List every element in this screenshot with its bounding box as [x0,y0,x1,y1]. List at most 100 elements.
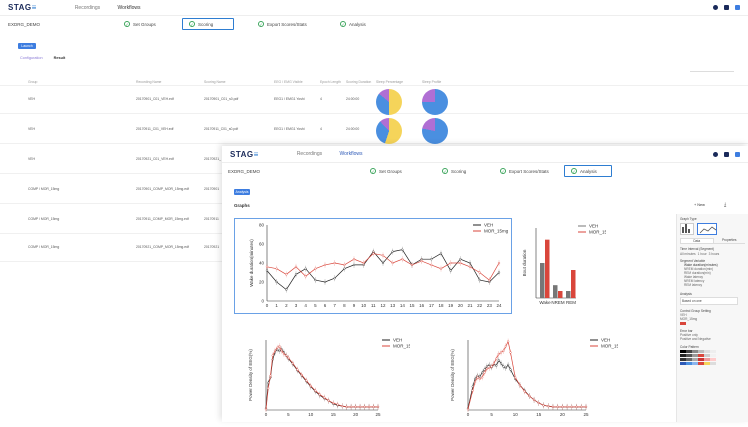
palette-swatch[interactable] [692,362,698,365]
step-scoring[interactable]: ✓ Scoring [436,166,472,176]
user-icon[interactable] [735,151,740,157]
step-label: Export Scores/Stats [509,168,549,174]
palette-swatch[interactable] [692,354,698,357]
nav-workflows[interactable]: Workflows [339,151,363,157]
step-analysis[interactable]: ✓ Analysis [334,19,372,29]
table-row[interactable]: VEH 20170901_C01_VEH.edf 20170901_C01_s0.p… [0,85,748,114]
palette-swatch[interactable] [698,354,704,357]
palette-swatch[interactable] [680,362,686,365]
tab-configuration[interactable]: Configuration [20,56,43,60]
palette-swatch[interactable] [680,350,686,353]
palette-swatch[interactable] [698,350,704,353]
step-export[interactable]: ✓ Export Scores/Stats [494,166,555,176]
palette-row[interactable] [680,358,745,361]
nav-workflows[interactable]: Workflows [117,4,141,11]
graph-type-bar-option[interactable] [680,223,694,235]
tab-result[interactable]: Result [53,56,66,60]
palette-swatch[interactable] [710,354,716,357]
chart-card-wake[interactable]: 0 20 40 60 80 0 1 2 3 4 5 6 7 8 9 10 11 12 13 14 15 16 17 18 19 2… [234,218,512,314]
variable-option[interactable]: REM latency [684,283,703,287]
variable-option[interactable]: REM duration(min) [684,271,711,275]
tab-data[interactable]: Data [680,238,714,243]
user-icon[interactable] [735,5,740,10]
palette-row[interactable] [680,354,745,357]
palette-swatch[interactable] [692,358,698,361]
palette-swatch[interactable] [704,358,710,361]
palette-swatch[interactable] [686,358,692,361]
new-graph-button[interactable]: + New [694,203,705,207]
y-tick-label: 60 [259,242,265,247]
interval-3h[interactable]: 3 hours [708,252,720,256]
x-tick-label: 9 [353,303,356,308]
step-set-groups[interactable]: ✓ Set Groups [364,166,408,176]
analysis-select[interactable]: Based on one [680,297,738,305]
error-both[interactable]: Positive and Negative [680,337,711,341]
x-tick-label: REM [566,300,576,305]
error-positive[interactable]: Positive only [680,333,698,337]
palette-swatch[interactable] [680,358,686,361]
palette-swatch[interactable] [680,354,686,357]
data-point [439,267,443,270]
bell-icon[interactable] [724,5,729,10]
palette-swatch[interactable] [710,350,716,353]
palette-swatch[interactable] [686,350,692,353]
color-palette[interactable] [680,350,745,365]
palette-swatch[interactable] [704,350,710,353]
info-icon[interactable] [713,5,718,10]
info-icon[interactable] [713,151,718,157]
interval-1h[interactable]: 1 hour [697,252,707,256]
graph-type-line-option[interactable] [697,223,717,235]
palette-swatch[interactable] [686,362,692,365]
series-line-VEH [265,348,378,409]
bar-MOR_15mg-REM [571,270,576,298]
palette-swatch[interactable] [704,362,710,365]
step-analysis[interactable]: ✓ Analysis [564,165,612,177]
palette-row[interactable] [680,350,745,353]
nav-recordings[interactable]: Recordings [74,4,101,11]
download-icon[interactable]: ⤓ [724,202,727,208]
group-mor[interactable]: MOR_15mg [680,317,745,321]
interval-all[interactable]: All minutes [680,252,696,256]
palette-swatch[interactable] [686,354,692,357]
data-point [449,269,452,272]
palette-row[interactable] [680,362,745,365]
col-eeg: EEG / EMG Visible [274,80,303,84]
variable-option[interactable]: NREM duration(min) [684,267,714,271]
step-set-groups[interactable]: ✓ Set Groups [118,19,162,29]
step-scoring[interactable]: ✓ Scoring [182,18,234,30]
variable-option[interactable]: Wake latency [684,275,704,279]
check-icon: ✓ [571,168,577,174]
time-interval-label: Time Interval (Segment) [680,247,715,251]
analysis-button[interactable]: Analysis [234,189,250,195]
chart-card-power1[interactable]: 0 5 10 15 20 25 Power Density of EEG(%) VEH MOR_… [234,332,418,422]
bar-MOR_15mg-NREM [558,291,563,298]
bell-icon[interactable] [724,151,729,157]
palette-swatch[interactable] [698,358,704,361]
nav-recordings[interactable]: Recordings [296,151,323,157]
line-glyph [699,226,717,234]
palette-swatch[interactable] [710,358,716,361]
search-field[interactable] [690,67,734,72]
logo-text: STAG [230,149,254,159]
chart-card-power2[interactable]: 0 5 10 15 20 25 Power Density of EEG(%) VEH MOR_… [442,332,626,422]
logo-text: STAG [8,3,32,12]
group-veh[interactable]: VEH [680,313,745,317]
data-point [561,405,564,408]
variable-option[interactable]: Wake duration(minutes) [684,263,718,267]
palette-swatch[interactable] [692,350,698,353]
front-logo[interactable]: STAG≡ [230,150,259,159]
data-point [504,345,507,348]
group-color-swatch[interactable] [680,322,686,325]
launch-button[interactable]: Launch [18,43,36,49]
step-export[interactable]: ✓ Export Scores/Stats [252,19,313,29]
y-tick-label: 40 [259,261,265,266]
palette-swatch[interactable] [704,354,710,357]
cell-score: 20170911_C01_s0.pdf [204,127,239,131]
tab-properties[interactable]: Properties [721,238,737,242]
app-logo[interactable]: STAG≡ [8,3,37,12]
palette-swatch[interactable] [698,362,704,365]
table-row[interactable]: VEH 20170911_C01_VEH.edf 20170911_C01_s0.p… [0,115,748,144]
palette-swatch[interactable] [710,362,716,365]
variable-option[interactable]: NREM latency [684,279,705,283]
